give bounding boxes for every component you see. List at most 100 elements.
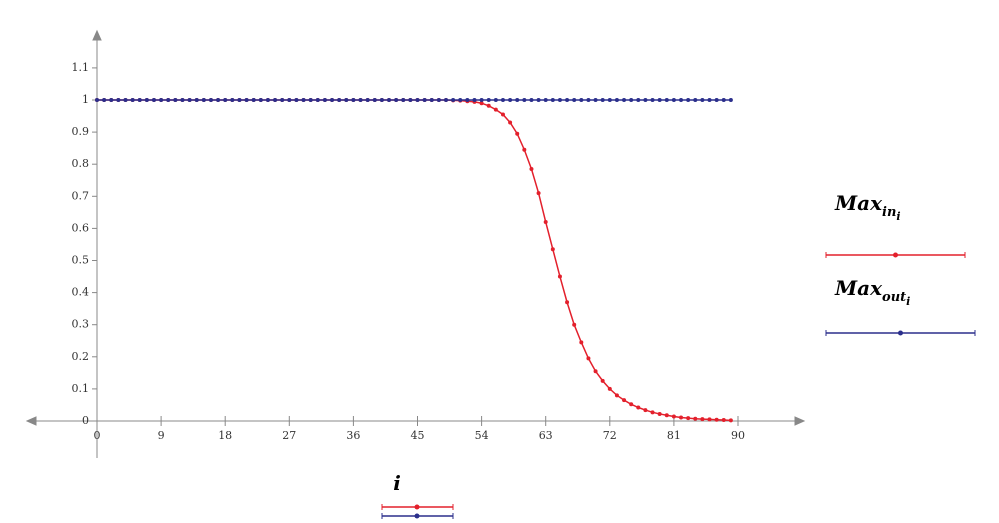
y-tick-label: 0 [82, 414, 89, 427]
data-point [629, 402, 634, 407]
legend-label: Maxini [834, 191, 901, 223]
data-point [622, 398, 627, 403]
data-point [102, 98, 107, 102]
data-point [700, 417, 705, 422]
data-point [614, 98, 619, 102]
data-point [557, 274, 562, 279]
x-axis-label: i [393, 471, 401, 495]
legend-marker [898, 330, 903, 336]
data-point [671, 414, 676, 419]
data-point [650, 98, 655, 102]
data-point [216, 98, 221, 102]
data-point [315, 98, 320, 102]
data-point [458, 98, 463, 102]
data-point [230, 98, 235, 102]
y-tick-label: 0.7 [72, 189, 90, 202]
legend-name: Max [834, 191, 883, 215]
data-point [493, 98, 498, 102]
y-tick-label: 0.2 [72, 350, 90, 363]
legend-label: Maxouti [834, 276, 910, 308]
data-point [515, 131, 520, 136]
data-point [572, 98, 577, 102]
data-point [600, 98, 605, 102]
data-point [508, 98, 513, 102]
y-tick-label: 1 [82, 93, 89, 106]
y-tick-label: 0.6 [72, 221, 90, 234]
data-point [144, 98, 149, 102]
data-point [358, 98, 363, 102]
data-point [671, 98, 676, 102]
data-point [337, 98, 342, 102]
data-point [166, 98, 171, 102]
data-point [565, 300, 570, 305]
data-point [443, 98, 448, 102]
data-point [714, 417, 719, 422]
data-point [251, 98, 256, 102]
data-point [607, 386, 612, 391]
y-tick-label: 0.3 [72, 318, 90, 331]
x-tick-label: 36 [346, 429, 360, 442]
data-point [372, 98, 377, 102]
data-point [614, 393, 619, 398]
x-arrow [25, 416, 37, 426]
data-point [344, 98, 349, 102]
data-point [244, 98, 249, 102]
data-point [536, 98, 541, 102]
x-tick-label: 27 [282, 429, 296, 442]
data-point [529, 98, 534, 102]
data-point [629, 98, 634, 102]
data-point [95, 98, 99, 102]
data-point [522, 147, 527, 152]
data-point [522, 98, 527, 102]
data-point [265, 98, 270, 102]
data-point [330, 98, 335, 102]
data-point [714, 98, 719, 102]
data-point [508, 120, 513, 125]
x-tick-label: 63 [539, 429, 553, 442]
data-point [550, 247, 555, 252]
legend-sub: in [882, 205, 896, 220]
data-point [679, 98, 684, 102]
data-point [650, 410, 655, 415]
data-point [721, 98, 726, 102]
data-point [686, 98, 691, 102]
data-point [536, 191, 541, 196]
data-point [529, 167, 534, 172]
data-point [693, 416, 698, 421]
y-arrow [92, 29, 102, 41]
data-point [543, 98, 548, 102]
data-point [401, 98, 406, 102]
data-point [109, 98, 114, 102]
data-point [429, 98, 434, 102]
data-point [550, 98, 555, 102]
data-point [586, 98, 591, 102]
data-point [679, 415, 684, 420]
data-point [116, 98, 121, 102]
data-point [643, 408, 648, 413]
data-point [301, 98, 306, 102]
data-point [180, 98, 185, 102]
data-point [208, 98, 213, 102]
y-tick-label: 0.5 [72, 254, 90, 267]
legend-name: Max [834, 276, 883, 300]
x-tick-label: 72 [603, 429, 617, 442]
x-legend-marker [414, 504, 420, 510]
data-point [543, 219, 548, 224]
data-point [223, 98, 228, 102]
axes [25, 29, 806, 458]
data-point [643, 98, 648, 102]
data-point [130, 98, 135, 102]
data-point [657, 411, 662, 416]
data-point [565, 98, 570, 102]
data-point [287, 98, 292, 102]
data-point [500, 98, 505, 102]
data-point [700, 98, 705, 102]
data-point [187, 98, 192, 102]
data-point [258, 98, 263, 102]
data-point [280, 98, 285, 102]
data-point [486, 98, 491, 102]
data-point [586, 356, 591, 361]
data-point [415, 98, 420, 102]
y-tick-label: 0.9 [72, 125, 90, 138]
data-point [472, 98, 477, 102]
